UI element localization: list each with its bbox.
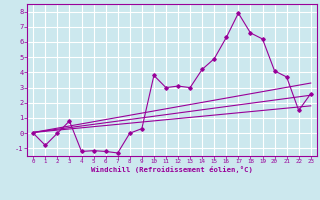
X-axis label: Windchill (Refroidissement éolien,°C): Windchill (Refroidissement éolien,°C) [91, 166, 253, 173]
